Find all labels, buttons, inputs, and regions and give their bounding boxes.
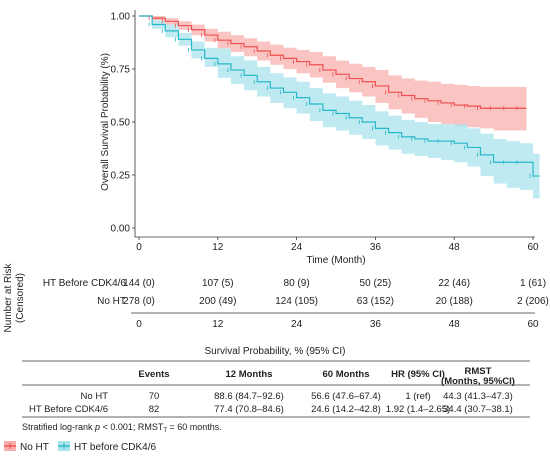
- summary-header-2: 12 Months: [226, 369, 273, 380]
- summary-header-1: Events: [138, 369, 169, 380]
- summary-header-5: RMST: [465, 366, 492, 377]
- summary-header-3: 60 Months: [323, 369, 370, 380]
- risk-cell: 107 (5): [202, 278, 234, 289]
- risk-x-tick-label: 48: [449, 319, 461, 330]
- risk-cell: 124 (105): [275, 296, 318, 307]
- legend: No HT HT before CDK4/6: [4, 441, 157, 453]
- risk-cell: 80 (9): [284, 278, 310, 289]
- risk-x-tick-label: 0: [136, 319, 142, 330]
- summary-table: Events 12 Months 60 Months HR (95% CI) RMST(…: [22, 360, 530, 418]
- summary-cell-hr: 1.92 (1.4–2.65): [386, 404, 450, 415]
- risk-x-tick-label: 12: [212, 319, 224, 330]
- x-tick-label: 36: [370, 242, 382, 253]
- risk-cell: 1 (61): [520, 278, 546, 289]
- x-tick-label: 48: [449, 242, 461, 253]
- x-axis-label: Time (Month): [306, 255, 365, 266]
- summary-cell-rmst: 44.3 (41.3–47.3): [443, 391, 513, 402]
- risk-row-label: HT Before CDK4/6: [43, 278, 127, 289]
- risk-row-label: No HT: [97, 296, 126, 307]
- y-tick-label: 0.50: [111, 118, 131, 129]
- survival-line-0: [139, 15, 527, 109]
- y-tick-label: 1.00: [111, 12, 131, 23]
- summary-header-4: HR (95% CI): [391, 369, 445, 380]
- y-tick-label: 0.25: [111, 171, 131, 182]
- legend-item: HT before CDK4/6: [58, 441, 157, 453]
- summary-cell-label: HT Before CDK4/6: [29, 404, 108, 415]
- risk-cell: 144 (0): [123, 278, 155, 289]
- risk-cell: 63 (152): [357, 296, 394, 307]
- legend-item: No HT: [4, 441, 49, 453]
- risk-cell: 278 (0): [123, 296, 155, 307]
- risk-cell: 2 (206): [517, 296, 549, 307]
- plot-area: 0.00 0.25 0.50 0.75 1.00 0 12 24 36 48 60: [111, 10, 540, 253]
- legend-label: HT before CDK4/6: [74, 442, 157, 453]
- summary-footnote: Stratified log-rank p < 0.001; RMSTT = 6…: [22, 422, 222, 434]
- risk-cell: 200 (49): [199, 296, 236, 307]
- summary-caption: Survival Probability, % (95% CI): [205, 346, 346, 357]
- y-tick-label: 0.00: [111, 224, 131, 235]
- x-tick-label: 0: [136, 242, 142, 253]
- summary-cell-m60: 56.6 (47.6–67.4): [311, 391, 381, 402]
- y-axis-label: Overall Survival Probability (%): [100, 53, 111, 191]
- risk-cell: 20 (188): [436, 296, 473, 307]
- risk-cell: 50 (25): [360, 278, 392, 289]
- ci-band-1: [139, 16, 540, 199]
- x-tick-label: 60: [527, 242, 539, 253]
- risk-cell: 22 (46): [438, 278, 470, 289]
- summary-cell-hr: 1 (ref): [405, 391, 430, 402]
- x-tick-label: 12: [212, 242, 224, 253]
- legend-label: No HT: [20, 442, 49, 453]
- summary-cell-events: 82: [149, 404, 160, 415]
- summary-header-6: (Months, 95%CI): [441, 376, 515, 387]
- summary-cell-events: 70: [149, 391, 160, 402]
- summary-cell-m12: 77.4 (70.8–84.6): [214, 404, 284, 415]
- summary-cell-label: No HT: [81, 391, 109, 402]
- x-tick-label: 24: [291, 242, 303, 253]
- summary-cell-rmst: 34.4 (30.7–38.1): [443, 404, 513, 415]
- risk-x-tick-label: 24: [291, 319, 303, 330]
- risk-x-tick-label: 60: [527, 319, 539, 330]
- survival-line-1: [139, 15, 540, 177]
- risk-x-tick-label: 36: [370, 319, 382, 330]
- summary-cell-m60: 24.6 (14.2–42.8): [311, 404, 381, 415]
- risk-table-subtitle: (Censored): [15, 273, 26, 323]
- risk-table-title: Number at Risk: [3, 263, 14, 333]
- summary-cell-m12: 88.6 (84.7–92.6): [214, 391, 284, 402]
- y-tick-label: 0.75: [111, 65, 131, 76]
